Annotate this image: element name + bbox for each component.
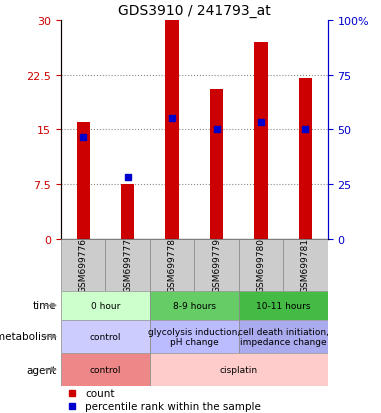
Text: 10-11 hours: 10-11 hours <box>256 301 311 310</box>
Title: GDS3910 / 241793_at: GDS3910 / 241793_at <box>118 4 271 18</box>
Text: GSM699778: GSM699778 <box>168 238 176 293</box>
Text: time: time <box>33 301 56 311</box>
Bar <box>61 353 150 386</box>
Bar <box>255 43 268 240</box>
Bar <box>150 353 328 386</box>
Text: 8-9 hours: 8-9 hours <box>173 301 216 310</box>
Bar <box>165 21 179 240</box>
Bar <box>150 291 239 320</box>
Bar <box>150 320 239 353</box>
Bar <box>77 123 90 240</box>
Bar <box>239 291 328 320</box>
Text: metabolism: metabolism <box>0 332 56 342</box>
Text: cisplatin: cisplatin <box>220 365 258 374</box>
Bar <box>61 320 150 353</box>
Bar <box>299 79 312 240</box>
Bar <box>239 320 328 353</box>
Bar <box>150 240 194 291</box>
Text: GSM699777: GSM699777 <box>123 238 132 293</box>
Text: GSM699779: GSM699779 <box>212 238 221 293</box>
Bar <box>61 240 106 291</box>
Bar <box>283 240 328 291</box>
Bar <box>106 240 150 291</box>
Bar <box>121 185 134 240</box>
Bar <box>239 240 283 291</box>
Bar <box>210 90 223 240</box>
Text: glycolysis induction,
pH change: glycolysis induction, pH change <box>148 327 240 346</box>
Text: control: control <box>90 332 121 341</box>
Text: 0 hour: 0 hour <box>91 301 120 310</box>
Text: agent: agent <box>26 365 56 375</box>
Text: cell death initiation,
impedance change: cell death initiation, impedance change <box>238 327 329 346</box>
Bar <box>61 291 150 320</box>
Bar <box>194 240 239 291</box>
Text: count: count <box>85 388 114 398</box>
Text: GSM699776: GSM699776 <box>79 238 88 293</box>
Text: control: control <box>90 365 121 374</box>
Text: GSM699781: GSM699781 <box>301 238 310 293</box>
Text: percentile rank within the sample: percentile rank within the sample <box>85 401 261 411</box>
Text: GSM699780: GSM699780 <box>256 238 266 293</box>
